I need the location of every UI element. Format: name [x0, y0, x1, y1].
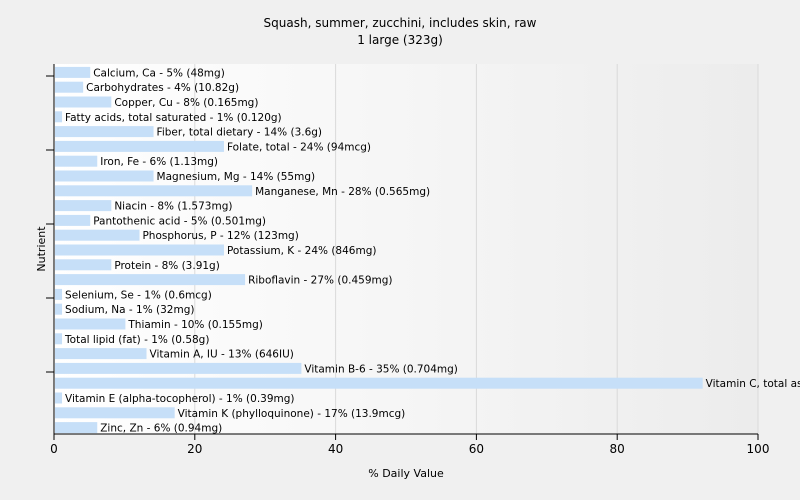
bar [55, 126, 154, 138]
bar [55, 348, 147, 360]
bar [55, 81, 84, 93]
x-tick-label: 80 [610, 442, 625, 456]
axes: 0 20 40 60 80 100 [46, 64, 769, 456]
bar [55, 318, 126, 330]
bar [55, 422, 98, 434]
bar-label: Protein - 8% (3.91g) [114, 260, 220, 272]
bar-label: Total lipid (fat) - 1% (0.58g) [64, 334, 209, 346]
bar-label: Vitamin A, IU - 13% (646IU) [150, 349, 294, 361]
bar-label: Iron, Fe - 6% (1.13mg) [100, 156, 218, 168]
chart-subtitle: 1 large (323g) [357, 33, 443, 47]
bar [55, 392, 63, 404]
bar-label: Pantothenic acid - 5% (0.501mg) [93, 215, 266, 227]
x-tick-label: 40 [328, 442, 343, 456]
bar-label: Fatty acids, total saturated - 1% (0.120… [65, 112, 282, 124]
bar-label: Vitamin C, total ascorbic acid - 92% (54… [706, 378, 800, 390]
bar [55, 303, 63, 315]
bar-label: Vitamin E (alpha-tocopherol) - 1% (0.39m… [65, 393, 295, 405]
bar [55, 259, 112, 271]
bar-label: Magnesium, Mg - 14% (55mg) [157, 171, 316, 183]
bar [55, 288, 63, 300]
bar-label: Folate, total - 24% (94mcg) [227, 141, 371, 153]
bar [55, 407, 175, 419]
bar-label: Niacin - 8% (1.573mg) [114, 201, 232, 213]
bar-label: Manganese, Mn - 28% (0.565mg) [255, 186, 430, 198]
bar-label: Phosphorus, P - 12% (123mg) [142, 230, 298, 242]
bar [55, 140, 224, 152]
chart-title: Squash, summer, zucchini, includes skin,… [264, 16, 537, 30]
bar [55, 111, 63, 123]
bar [55, 185, 253, 197]
bars: Calcium, Ca - 5% (48mg) Carbohydrates - 4… [55, 66, 800, 435]
bar [55, 66, 91, 78]
x-tick-label: 60 [469, 442, 484, 456]
bar-label: Zinc, Zn - 6% (0.94mg) [100, 423, 222, 435]
bar-label: Sodium, Na - 1% (32mg) [65, 304, 194, 316]
x-tick-label: 0 [50, 442, 58, 456]
bar-label: Selenium, Se - 1% (0.6mcg) [65, 289, 212, 301]
bar [55, 214, 91, 226]
bar-label: Potassium, K - 24% (846mg) [227, 245, 377, 257]
bar [55, 333, 63, 345]
y-axis-title: Nutrient [35, 226, 48, 272]
bar [55, 170, 154, 182]
bar [55, 96, 112, 108]
bar [55, 200, 112, 212]
bar-label: Riboflavin - 27% (0.459mg) [248, 275, 392, 287]
bar-label: Thiamin - 10% (0.155mg) [127, 319, 263, 331]
x-axis-title: % Daily Value [368, 467, 444, 480]
bar [55, 377, 703, 389]
bar [55, 229, 140, 241]
bar-label: Vitamin B-6 - 35% (0.704mg) [304, 363, 458, 375]
x-tick-label: 100 [747, 442, 770, 456]
bar-label: Vitamin K (phylloquinone) - 17% (13.9mcg… [178, 408, 406, 420]
bar [55, 244, 224, 256]
bar [55, 155, 98, 167]
bar-label: Fiber, total dietary - 14% (3.6g) [157, 127, 322, 139]
bar [55, 274, 246, 286]
bar-label: Carbohydrates - 4% (10.82g) [86, 82, 239, 94]
bar [55, 362, 302, 374]
bar-label: Calcium, Ca - 5% (48mg) [93, 67, 225, 79]
bar-label: Copper, Cu - 8% (0.165mg) [114, 97, 258, 109]
x-tick-label: 20 [187, 442, 202, 456]
